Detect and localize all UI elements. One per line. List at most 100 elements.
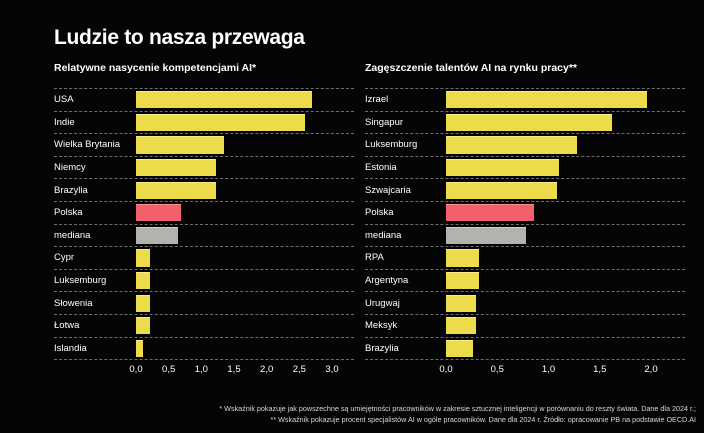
- bar-track: [446, 269, 651, 292]
- axis-tick-label: 0,0: [129, 364, 143, 376]
- bar-track: [446, 246, 651, 269]
- bar: [136, 271, 151, 290]
- chart-row: Indie: [54, 110, 354, 134]
- chart-panel-right: Zagęszczenie talentów AI na rynku pracy*…: [365, 62, 685, 377]
- axis-tick-label: 2,5: [292, 364, 306, 376]
- chart-row: Cypr: [54, 246, 354, 269]
- bar-track: [136, 133, 332, 156]
- bar-track: [446, 156, 651, 179]
- bar: [446, 91, 647, 109]
- axis-tick-label: 3,0: [325, 364, 339, 376]
- chart-row: Meksyk: [365, 313, 685, 337]
- chart-row: Luksemburg: [365, 133, 685, 156]
- category-label: Estonia: [365, 162, 397, 174]
- bar-track: [136, 246, 332, 269]
- bar-track: [446, 88, 651, 111]
- chart-row: mediana: [54, 223, 354, 247]
- bar-track: [446, 224, 651, 247]
- chart-row: Słowenia: [54, 291, 354, 314]
- axis-tick-label: 0,0: [439, 364, 453, 376]
- chart-row: Islandia: [54, 336, 354, 360]
- bar-track: [446, 178, 651, 201]
- axis-ticks-right: 0,0 0,5 1,0 1,5 2,0: [439, 364, 657, 377]
- category-label: Brazylia: [365, 342, 399, 354]
- chart-row: Urugwaj: [365, 291, 685, 314]
- bar: [446, 249, 479, 267]
- chart-rows-left: USA Indie Wielka Brytania Niemcy Brazylia Pol…: [54, 88, 354, 359]
- chart-row: Estonia: [365, 155, 685, 179]
- chart-row: Niemcy: [54, 155, 354, 179]
- chart-row: Brazylia: [54, 178, 354, 201]
- bar: [136, 158, 216, 177]
- chart-row: Singapur: [365, 110, 685, 134]
- category-label: mediana: [54, 229, 91, 241]
- footnote-2: ** Wskaźnik pokazuje procent specjalistó…: [270, 414, 696, 424]
- category-label: Szwajcaria: [365, 184, 411, 196]
- chart-row: Polska: [54, 200, 354, 224]
- bar-track: [136, 201, 332, 224]
- bar: [136, 226, 178, 244]
- chart-row: Luksemburg: [54, 268, 354, 292]
- bar: [446, 113, 613, 131]
- chart-row: USA: [54, 88, 354, 111]
- category-label: RPA: [365, 252, 384, 264]
- category-label: Izrael: [365, 94, 389, 106]
- bar: [446, 317, 476, 335]
- category-label: Meksyk: [365, 320, 398, 332]
- bar: [446, 271, 479, 290]
- category-label: Singapur: [365, 116, 404, 128]
- axis-tick-label: 2,0: [260, 364, 274, 376]
- category-label: Niemcy: [54, 162, 86, 174]
- bar: [446, 136, 578, 154]
- bar: [446, 204, 535, 222]
- bar: [136, 204, 182, 222]
- category-label: Słowenia: [54, 297, 93, 309]
- bar-track: [446, 201, 651, 224]
- bar-track: [446, 133, 651, 156]
- chart-row: Argentyna: [365, 268, 685, 292]
- category-label: Polska: [54, 207, 83, 219]
- axis-tick-label: 2,0: [644, 364, 658, 376]
- axis-tick-label: 0,5: [162, 364, 176, 376]
- bar: [136, 249, 151, 267]
- category-label: Argentyna: [365, 275, 409, 287]
- bar: [446, 158, 559, 177]
- chart-panel-left: Relatywne nasycenie kompetencjami AI* US…: [54, 62, 354, 377]
- category-label: Indie: [54, 116, 75, 128]
- category-label: Cypr: [54, 252, 75, 264]
- axis-tick-label: 1,5: [227, 364, 241, 376]
- category-label: mediana: [365, 229, 402, 241]
- bar-track: [136, 224, 332, 247]
- chart-row: Brazylia: [365, 336, 685, 360]
- bar: [136, 91, 313, 109]
- chart-row: Szwajcaria: [365, 178, 685, 201]
- chart-row: mediana: [365, 223, 685, 247]
- chart-row: RPA: [365, 246, 685, 269]
- category-label: USA: [54, 94, 74, 106]
- category-label: Polska: [365, 207, 394, 219]
- bar-track: [446, 337, 651, 360]
- chart-row: Izrael: [365, 88, 685, 111]
- page-title: Ludzie to nasza przewaga: [54, 26, 305, 49]
- bar: [446, 226, 526, 244]
- bar-track: [136, 269, 332, 292]
- axis-tick-label: 0,5: [490, 364, 504, 376]
- bar-track: [446, 314, 651, 337]
- bar-track: [136, 178, 332, 201]
- category-label: Łotwa: [54, 320, 80, 332]
- bar-track: [136, 156, 332, 179]
- bar-track: [136, 88, 332, 111]
- chart-axis-left: 0,0 0,5 1,0 1,5 2,0 2,5 3,0: [54, 359, 354, 377]
- chart-subtitle-left: Relatywne nasycenie kompetencjami AI*: [54, 62, 257, 74]
- bar-track: [136, 291, 332, 314]
- bar-track: [136, 337, 332, 360]
- bar: [136, 294, 151, 312]
- bar: [446, 181, 557, 199]
- footnotes: * Wskaźnik pokazuje jak powszechne są um…: [136, 404, 696, 425]
- chart-subtitle-right: Zagęszczenie talentów AI na rynku pracy*…: [365, 62, 578, 74]
- chart-axis-right: 0,0 0,5 1,0 1,5 2,0: [365, 359, 685, 377]
- bar: [136, 136, 225, 154]
- chart-row: Wielka Brytania: [54, 133, 354, 156]
- bar: [136, 317, 151, 335]
